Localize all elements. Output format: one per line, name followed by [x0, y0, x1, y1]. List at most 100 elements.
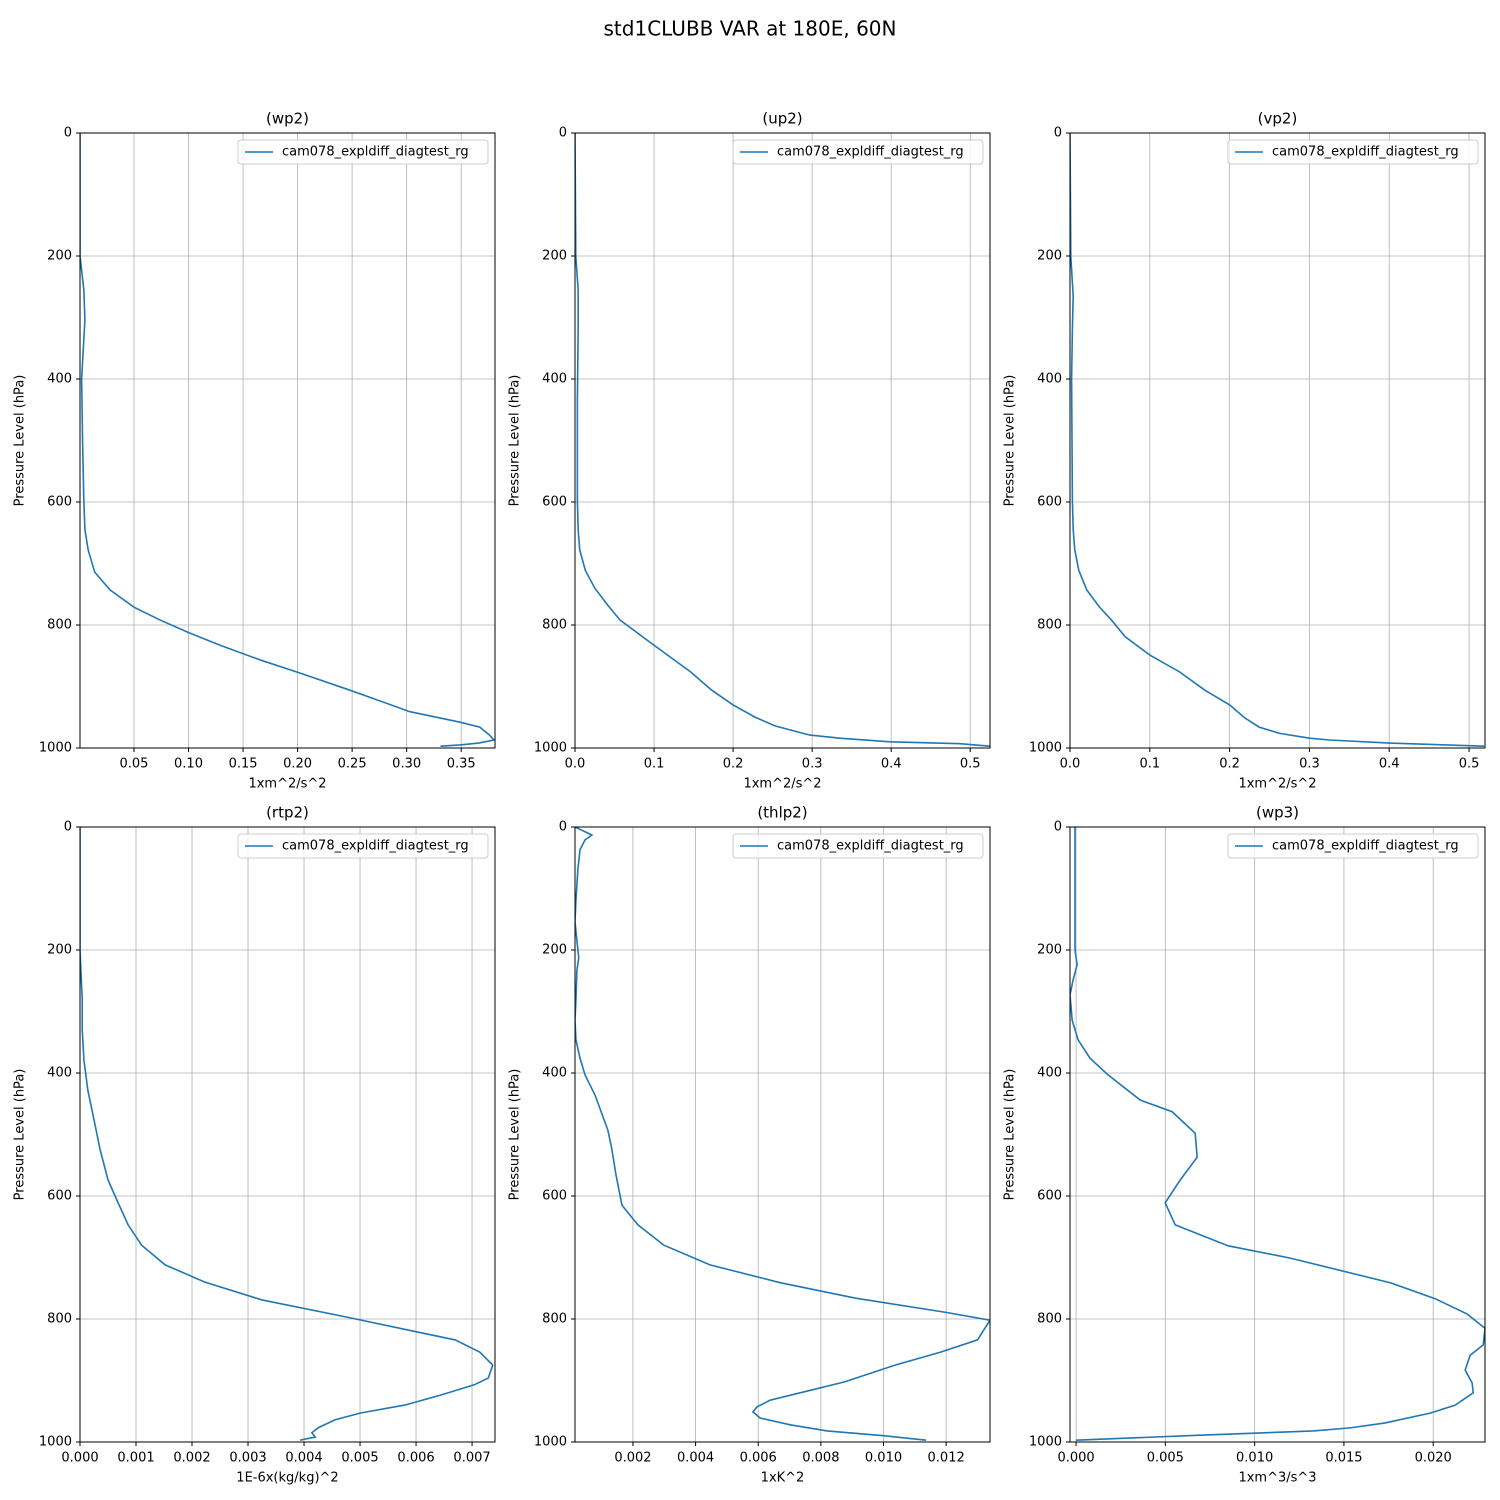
- y-tick-label: 800: [1037, 1312, 1062, 1327]
- x-tick-label: 0.008: [802, 1451, 839, 1466]
- x-tick-label: 0.010: [1236, 1451, 1273, 1466]
- subplot-title: (vp2): [1258, 110, 1298, 128]
- axes-frame: [574, 132, 991, 749]
- x-tick-label: 0.4: [881, 757, 902, 772]
- y-tick-label: 0: [1054, 126, 1062, 141]
- legend-label: cam078_expldiff_diagtest_rg: [1272, 145, 1459, 160]
- x-tick-label: 0.000: [1057, 1451, 1094, 1466]
- subplot: 0.000 0.001 0.002 0.003 0.004 0.005 0.006 0.007…: [13, 804, 496, 1486]
- x-axis-label: 1xm^3/s^3: [1238, 1471, 1316, 1486]
- x-tick-label: 0.002: [173, 1451, 210, 1466]
- x-tick-label: 0.0: [565, 757, 586, 772]
- y-tick-label: 600: [47, 495, 72, 510]
- y-tick-label: 1000: [39, 741, 72, 756]
- x-tick-label: 0.3: [1299, 757, 1320, 772]
- x-tick-label: 0.15: [229, 757, 258, 772]
- x-tick-label: 0.4: [1379, 757, 1400, 772]
- y-tick-label: 400: [47, 372, 72, 387]
- y-axis-label: Pressure Level (hPa): [13, 1069, 28, 1201]
- x-tick-label: 0.020: [1415, 1451, 1452, 1466]
- x-tick-label: 0.001: [117, 1451, 154, 1466]
- y-tick-label: 0: [559, 820, 567, 835]
- legend-box: [1227, 833, 1479, 859]
- subplot-title: (wp2): [266, 110, 309, 128]
- y-tick-label: 400: [542, 1066, 567, 1081]
- x-tick-label: 0.005: [1147, 1451, 1184, 1466]
- y-axis-label: Pressure Level (hPa): [13, 375, 28, 507]
- y-tick-label: 200: [47, 943, 72, 958]
- y-tick-label: 1000: [1029, 1435, 1062, 1450]
- subplot-title: (thlp2): [757, 804, 807, 822]
- subplot: 0.000 0.005 0.010 0.015 0.020 0 200 400 600 800 10…: [1003, 804, 1486, 1486]
- y-axis-label: Pressure Level (hPa): [508, 375, 523, 507]
- y-tick-label: 400: [1037, 1066, 1062, 1081]
- x-tick-label: 0.000: [61, 1451, 98, 1466]
- y-tick-label: 600: [47, 1189, 72, 1204]
- x-tick-label: 0.004: [677, 1451, 714, 1466]
- axes-frame: [1069, 826, 1486, 1443]
- x-tick-label: 0.002: [614, 1451, 651, 1466]
- axes-frame: [574, 826, 991, 1443]
- y-axis-label: Pressure Level (hPa): [508, 1069, 523, 1201]
- x-tick-label: 0.5: [960, 757, 981, 772]
- x-tick-label: 0.015: [1325, 1451, 1362, 1466]
- x-tick-label: 0.25: [338, 757, 367, 772]
- y-tick-label: 800: [47, 1312, 72, 1327]
- y-tick-label: 600: [1037, 495, 1062, 510]
- y-tick-label: 0: [1054, 820, 1062, 835]
- y-axis-label: Pressure Level (hPa): [1003, 375, 1018, 507]
- legend-box: [732, 833, 984, 859]
- y-axis-label: Pressure Level (hPa): [1003, 1069, 1018, 1201]
- legend-label: cam078_expldiff_diagtest_rg: [1272, 839, 1459, 854]
- y-tick-label: 0: [559, 126, 567, 141]
- y-tick-label: 200: [1037, 249, 1062, 264]
- legend-label: cam078_expldiff_diagtest_rg: [777, 839, 964, 854]
- data-line: [575, 827, 990, 1441]
- subplot: 0.0 0.1 0.2 0.3 0.4 0.5 0 200 400 600 800 1000 (vp2)…: [1003, 110, 1486, 792]
- subplot-title: (rtp2): [266, 804, 309, 822]
- x-tick-label: 0.010: [865, 1451, 902, 1466]
- y-tick-label: 600: [542, 495, 567, 510]
- y-tick-label: 200: [542, 249, 567, 264]
- y-tick-label: 600: [1037, 1189, 1062, 1204]
- y-tick-label: 800: [542, 1312, 567, 1327]
- x-axis-label: 1xm^2/s^2: [1238, 777, 1316, 792]
- x-tick-label: 0.1: [644, 757, 665, 772]
- subplot: 0.0 0.1 0.2 0.3 0.4 0.5 0 200 400 600 800 1000 (up2)…: [508, 110, 991, 792]
- data-line: [1070, 133, 1485, 747]
- x-tick-label: 0.20: [283, 757, 312, 772]
- legend-box: [237, 139, 489, 165]
- y-tick-label: 600: [542, 1189, 567, 1204]
- x-tick-label: 0.006: [740, 1451, 777, 1466]
- y-tick-label: 400: [542, 372, 567, 387]
- x-tick-label: 0.005: [341, 1451, 378, 1466]
- x-tick-label: 0.35: [447, 757, 476, 772]
- x-tick-label: 0.3: [802, 757, 823, 772]
- y-tick-label: 400: [1037, 372, 1062, 387]
- x-tick-label: 0.5: [1459, 757, 1480, 772]
- subplot-title: (up2): [762, 110, 802, 128]
- y-tick-label: 0: [64, 126, 72, 141]
- y-tick-label: 1000: [534, 1435, 567, 1450]
- legend-label: cam078_expldiff_diagtest_rg: [777, 145, 964, 160]
- y-tick-label: 400: [47, 1066, 72, 1081]
- y-tick-label: 200: [542, 943, 567, 958]
- x-axis-label: 1xK^2: [761, 1471, 805, 1486]
- x-tick-label: 0.05: [120, 757, 149, 772]
- y-tick-label: 1000: [1029, 741, 1062, 756]
- x-tick-label: 0.006: [397, 1451, 434, 1466]
- x-tick-label: 0.2: [1219, 757, 1240, 772]
- y-tick-label: 800: [1037, 618, 1062, 633]
- legend-box: [1227, 139, 1479, 165]
- x-tick-label: 0.30: [392, 757, 421, 772]
- legend-box: [732, 139, 984, 165]
- x-tick-label: 0.007: [453, 1451, 490, 1466]
- legend-label: cam078_expldiff_diagtest_rg: [282, 839, 469, 854]
- axes-frame: [79, 132, 496, 749]
- x-axis-label: 1E-6x(kg/kg)^2: [236, 1471, 338, 1486]
- data-line: [575, 133, 990, 747]
- x-tick-label: 0.1: [1139, 757, 1160, 772]
- x-axis-label: 1xm^2/s^2: [248, 777, 326, 792]
- axes-frame: [1069, 132, 1486, 749]
- legend-label: cam078_expldiff_diagtest_rg: [282, 145, 469, 160]
